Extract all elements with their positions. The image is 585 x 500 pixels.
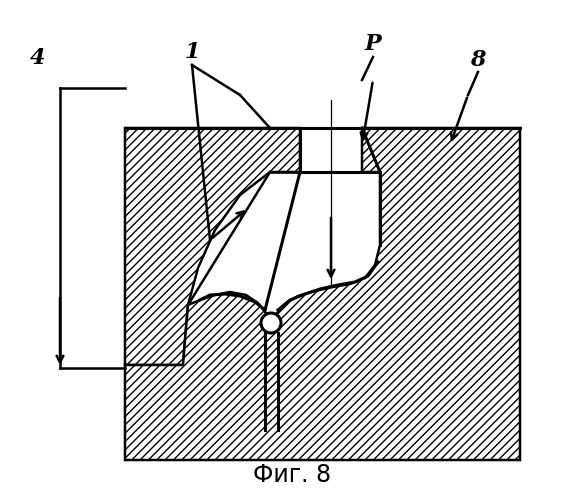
Circle shape [261, 313, 281, 333]
Text: 4: 4 [30, 47, 46, 69]
Polygon shape [125, 128, 520, 460]
Text: 1: 1 [184, 41, 199, 63]
Text: P: P [364, 33, 381, 55]
Polygon shape [125, 128, 300, 365]
Text: 8: 8 [470, 49, 486, 71]
Text: Фиг. 8: Фиг. 8 [253, 463, 332, 487]
